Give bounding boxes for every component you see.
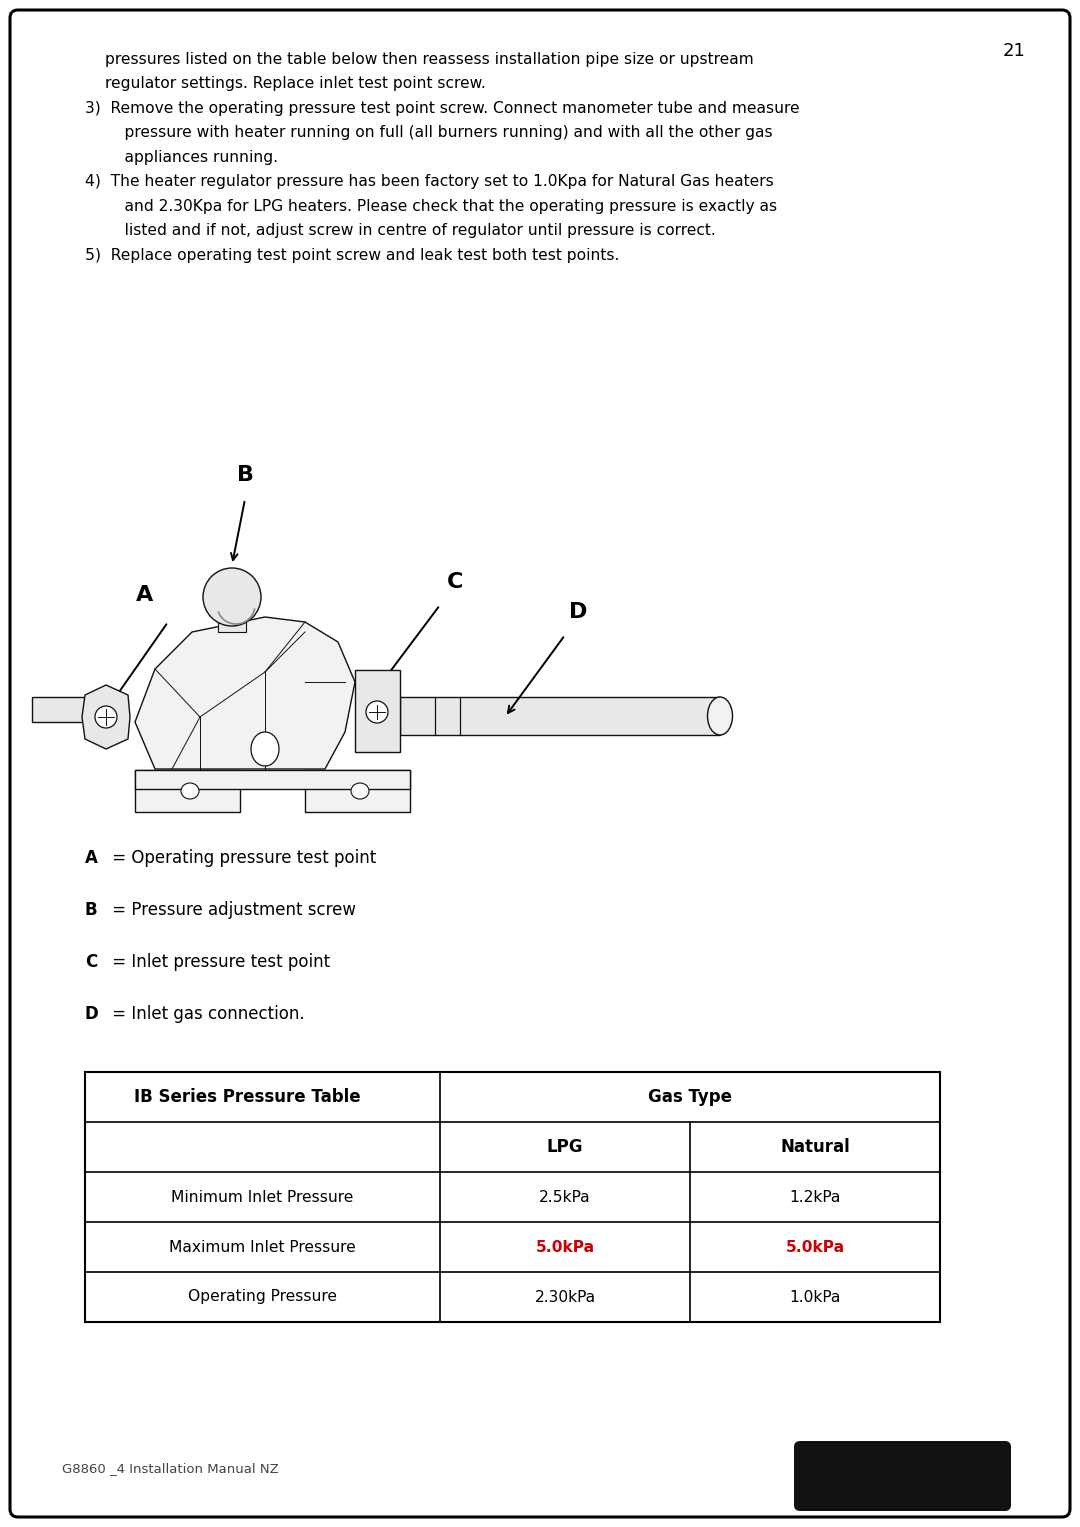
Text: 3)  Remove the operating pressure test point screw. Connect manometer tube and m: 3) Remove the operating pressure test po… bbox=[85, 101, 799, 116]
Text: and 2.30Kpa for LPG heaters. Please check that the operating pressure is exactly: and 2.30Kpa for LPG heaters. Please chec… bbox=[105, 199, 778, 214]
Text: 5)  Replace operating test point screw and leak test both test points.: 5) Replace operating test point screw an… bbox=[85, 247, 619, 263]
Text: appliances running.: appliances running. bbox=[105, 150, 278, 165]
Bar bbox=[135, 770, 240, 812]
Text: regulator settings. Replace inlet test point screw.: regulator settings. Replace inlet test p… bbox=[105, 76, 486, 92]
Ellipse shape bbox=[181, 783, 199, 799]
Text: LPG: LPG bbox=[546, 1138, 583, 1156]
Bar bbox=[355, 670, 400, 751]
FancyBboxPatch shape bbox=[10, 11, 1070, 1516]
Text: D: D bbox=[85, 1005, 98, 1023]
Text: pressure with heater running on full (all burners running) and with all the othe: pressure with heater running on full (al… bbox=[105, 125, 772, 140]
Polygon shape bbox=[82, 686, 130, 750]
Text: 2.30kPa: 2.30kPa bbox=[535, 1289, 595, 1304]
Text: 5.0kPa: 5.0kPa bbox=[536, 1240, 595, 1255]
Text: D: D bbox=[569, 602, 588, 621]
Text: Maximum Inlet Pressure: Maximum Inlet Pressure bbox=[170, 1240, 356, 1255]
Text: 4)  The heater regulator pressure has been factory set to 1.0Kpa for Natural Gas: 4) The heater regulator pressure has bee… bbox=[85, 174, 773, 189]
Bar bbox=[305, 770, 410, 812]
Text: C: C bbox=[447, 573, 463, 592]
Text: C: C bbox=[85, 953, 97, 971]
Bar bbox=[135, 770, 410, 789]
Text: = Pressure adjustment screw: = Pressure adjustment screw bbox=[107, 901, 356, 919]
Text: = Inlet gas connection.: = Inlet gas connection. bbox=[107, 1005, 305, 1023]
Text: listed and if not, adjust screw in centre of regulator until pressure is correct: listed and if not, adjust screw in centr… bbox=[105, 223, 716, 238]
Ellipse shape bbox=[351, 783, 369, 799]
Text: = Operating pressure test point: = Operating pressure test point bbox=[107, 849, 376, 867]
Text: = Inlet pressure test point: = Inlet pressure test point bbox=[107, 953, 330, 971]
FancyBboxPatch shape bbox=[794, 1441, 1011, 1512]
Ellipse shape bbox=[707, 696, 732, 734]
Text: Minimum Inlet Pressure: Minimum Inlet Pressure bbox=[172, 1190, 353, 1205]
Text: A: A bbox=[136, 585, 153, 605]
Ellipse shape bbox=[95, 705, 117, 728]
Polygon shape bbox=[135, 617, 355, 770]
Text: 5.0kPa: 5.0kPa bbox=[785, 1240, 845, 1255]
Ellipse shape bbox=[203, 568, 261, 626]
Ellipse shape bbox=[366, 701, 388, 722]
Text: A: A bbox=[85, 849, 98, 867]
Ellipse shape bbox=[251, 731, 279, 767]
Text: B: B bbox=[237, 466, 254, 486]
Text: G8860 _4 Installation Manual NZ: G8860 _4 Installation Manual NZ bbox=[62, 1461, 279, 1475]
Text: B: B bbox=[85, 901, 97, 919]
Text: 21: 21 bbox=[1002, 43, 1025, 60]
Text: escea.: escea. bbox=[863, 1466, 943, 1486]
Text: Natural: Natural bbox=[780, 1138, 850, 1156]
Text: IB Series Pressure Table: IB Series Pressure Table bbox=[134, 1089, 361, 1106]
Bar bbox=[400, 696, 720, 734]
Text: 1.0kPa: 1.0kPa bbox=[789, 1289, 840, 1304]
Bar bbox=[32, 696, 87, 722]
Text: Gas Type: Gas Type bbox=[648, 1089, 732, 1106]
Text: 2.5kPa: 2.5kPa bbox=[539, 1190, 591, 1205]
Text: Operating Pressure: Operating Pressure bbox=[188, 1289, 337, 1304]
Text: pressures listed on the table below then reassess installation pipe size or upst: pressures listed on the table below then… bbox=[105, 52, 754, 67]
Text: 1.2kPa: 1.2kPa bbox=[789, 1190, 840, 1205]
Bar bbox=[218, 597, 246, 632]
